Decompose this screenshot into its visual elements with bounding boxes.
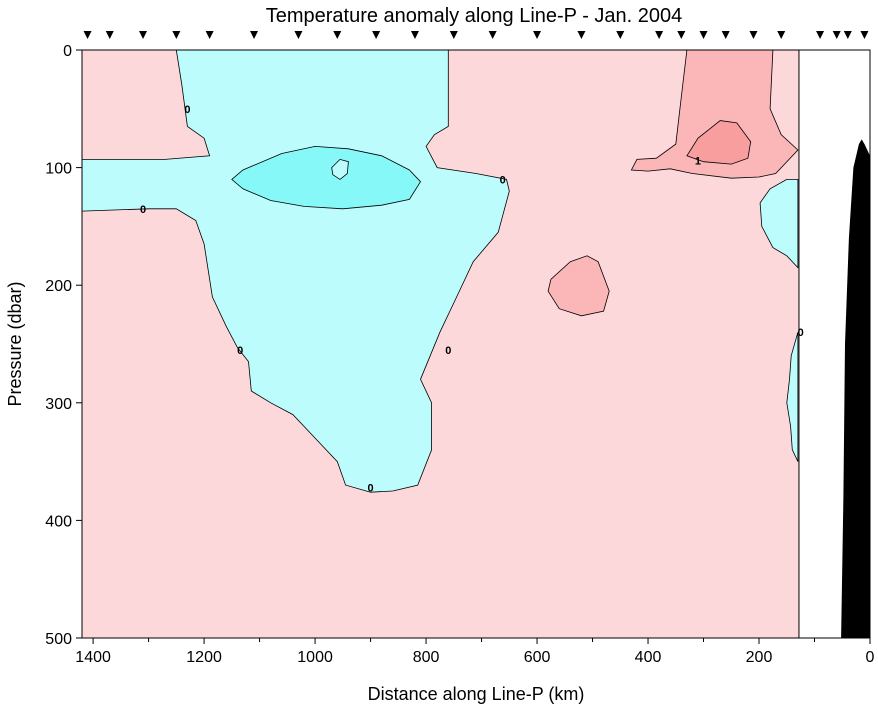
y-tick-label: 300: [45, 396, 72, 413]
plot-frame: [81, 49, 871, 639]
station-marker: [577, 31, 586, 39]
station-marker: [410, 31, 419, 39]
x-axis-ticks: 1400 1200 1000 800 600 400 200 0: [75, 638, 875, 666]
y-axis-ticks: 0 100 200 300 400 500: [45, 43, 82, 648]
station-marker: [139, 31, 148, 39]
station-marker: [449, 31, 458, 39]
station-marker: [172, 31, 181, 39]
contour-label: 0: [140, 204, 146, 216]
station-marker: [832, 31, 841, 39]
y-axis-label: Pressure (dbar): [5, 281, 25, 406]
y-tick-label: 0: [63, 43, 72, 60]
contour-label: 0: [500, 174, 506, 186]
y-tick-label: 500: [45, 631, 72, 648]
station-marker: [488, 31, 497, 39]
station-marker: [533, 31, 542, 39]
station-marker: [677, 31, 686, 39]
station-marker: [655, 31, 664, 39]
chart-title: Temperature anomaly along Line-P - Jan. …: [266, 5, 683, 27]
station-marker: [250, 31, 259, 39]
station-marker: [294, 31, 303, 39]
contour-label: 0: [445, 345, 451, 357]
x-tick-label: 0: [866, 649, 875, 666]
station-marker: [721, 31, 730, 39]
y-tick-label: 400: [45, 513, 72, 530]
contour-label: 1: [695, 156, 701, 168]
bathymetry-silhouette: [841, 139, 870, 638]
x-tick-label: 1400: [75, 649, 111, 666]
positive-anomaly-above-2: [686, 120, 752, 165]
station-marker: [105, 31, 114, 39]
station-marker: [372, 31, 381, 39]
contour-label: 0: [368, 482, 374, 494]
x-tick-label: 1200: [186, 649, 222, 666]
station-marker: [699, 31, 708, 39]
station-marker: [83, 31, 92, 39]
station-marker: [205, 31, 214, 39]
contour-label: 0: [237, 345, 243, 357]
x-axis-label: Distance along Line-P (km): [368, 684, 585, 704]
x-tick-label: 200: [746, 649, 773, 666]
contour-label: 0: [798, 327, 804, 339]
x-tick-label: 800: [413, 649, 440, 666]
positive-anomaly-above-1-mid: [547, 255, 610, 317]
negative-anomaly-east-lower: [786, 332, 799, 462]
x-tick-label: 1000: [297, 649, 333, 666]
y-tick-label: 200: [45, 278, 72, 295]
station-marker: [816, 31, 825, 39]
station-marker: [843, 31, 852, 39]
plot-area: 0 0 0 1 0 0 0 0: [82, 50, 870, 638]
strong-negative-anomaly-band: [231, 145, 422, 210]
x-tick-label: 600: [524, 649, 551, 666]
station-marker: [860, 31, 869, 39]
station-marker: [749, 31, 758, 39]
x-tick-label: 400: [635, 649, 662, 666]
contour-label: 0: [184, 104, 190, 116]
contour-labels: 0 0 0 1 0 0 0 0: [140, 104, 804, 495]
negative-anomaly-east-upper: [759, 179, 799, 269]
station-markers: [83, 31, 869, 39]
negative-anomaly-region-main: [82, 50, 510, 493]
positive-anomaly-above-1-upper: [630, 50, 799, 179]
y-tick-label: 100: [45, 161, 72, 178]
station-marker: [333, 31, 342, 39]
strong-negative-anomaly-patch: [331, 158, 349, 180]
station-marker: [616, 31, 625, 39]
station-marker: [777, 31, 786, 39]
